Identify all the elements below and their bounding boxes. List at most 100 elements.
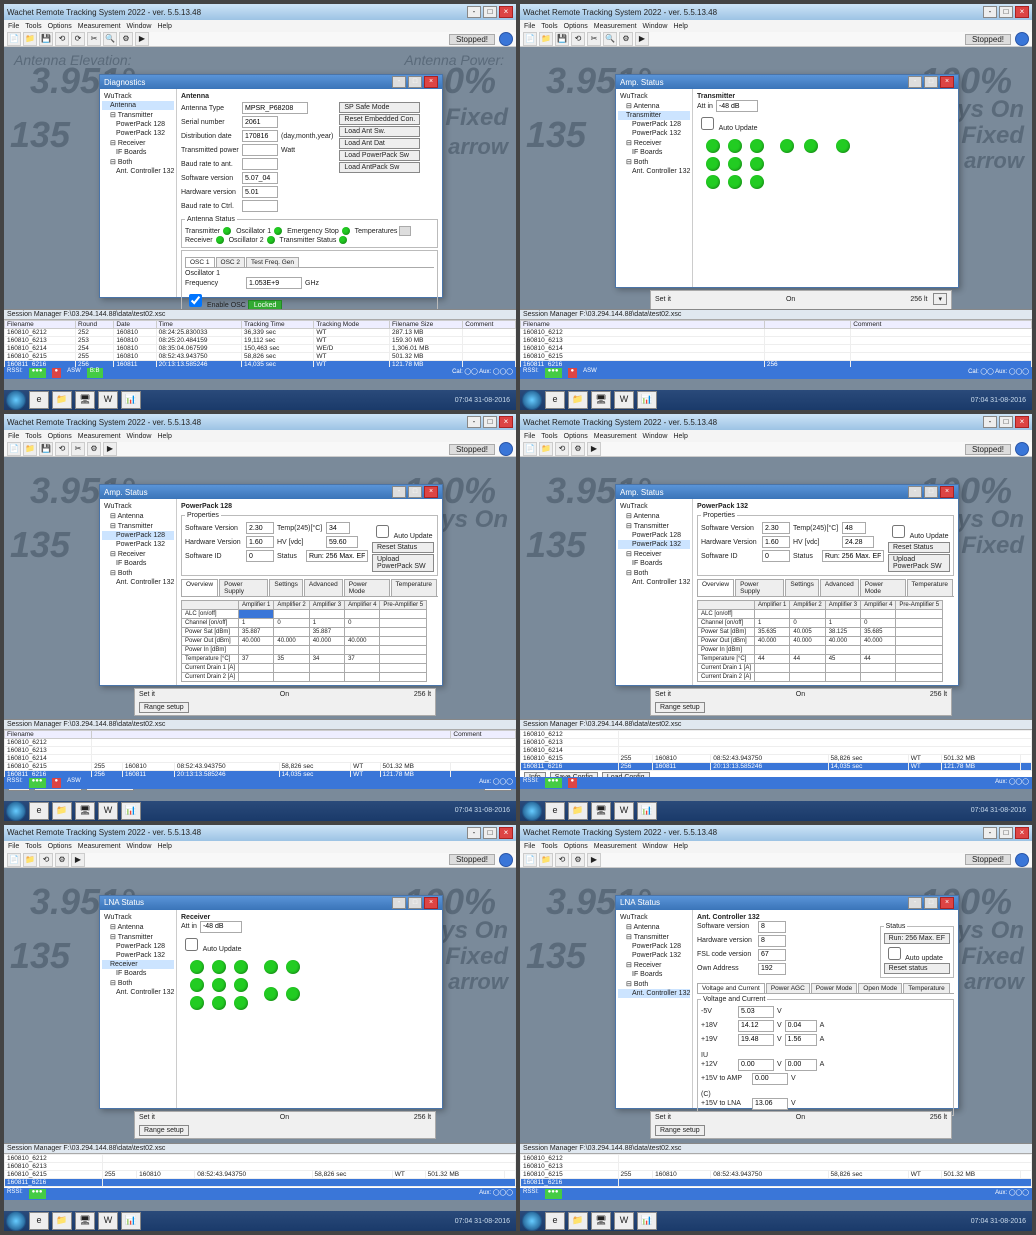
chk-auto-update[interactable] [701,117,714,130]
tree-item-receiver[interactable]: Receiver [102,960,174,969]
session-table[interactable]: FilenameRoundDateTimeTracking TimeTracki… [4,320,516,369]
menu-tools[interactable]: Tools [25,23,41,30]
tree-item-pp128[interactable]: PowerPack 128 [102,531,174,540]
menu-measurement[interactable]: Measurement [78,23,121,30]
taskbar-item[interactable]: 🖥 [75,391,95,409]
tree-item[interactable]: PowerPack 132 [102,129,174,138]
btn-safemode[interactable]: SP Safe Mode [339,102,420,113]
status-chip: ● [52,368,62,378]
tab-test[interactable]: Test Freq. Gen [246,257,299,267]
toolbar-btn[interactable]: ⟲ [55,32,69,46]
toolbar-btn[interactable]: 📄 [7,32,21,46]
btn-load-ant-dat[interactable]: Load Ant Dat [339,138,420,149]
maximize-icon[interactable]: □ [408,76,422,88]
btn-upload-pp[interactable]: Upload PowerPack SW [372,554,434,572]
chevron-down-icon[interactable]: ▾ [933,293,947,305]
screenshot-3: Wachet Remote Tracking System 2022 - ver… [4,414,516,820]
toolbar-btn[interactable]: 🔍 [103,32,117,46]
toolbar-btn[interactable]: 💾 [39,32,53,46]
tree-item[interactable]: ⊟ Receiver [102,138,174,148]
field-date[interactable] [242,130,278,142]
menu-window[interactable]: Window [127,23,152,30]
toolbar-btn[interactable]: 📁 [23,32,37,46]
menu-options[interactable]: Options [48,23,72,30]
maximize-icon[interactable]: □ [483,6,497,18]
tree-item[interactable]: ⊟ Both [102,157,174,167]
toolbar-btn[interactable]: ✂ [87,32,101,46]
tree-item[interactable]: Ant. Controller 132 [102,167,174,176]
panel-title: PowerPack 128 [181,503,438,510]
dialog-lna-status: LNA Status-□× WuTrack ⊟ Antenna ⊟ Transm… [99,895,443,1109]
tab-osc2[interactable]: OSC 2 [216,257,246,267]
menu-help[interactable]: Help [157,23,171,30]
tree-item[interactable]: IF Boards [102,148,174,157]
record-icon[interactable] [1015,32,1029,46]
dialog-powerpack-132: Amp. Status-□× WuTrack ⊟ Antenna ⊟ Trans… [615,484,959,686]
screenshot-1: Wachet Remote Tracking System 2022 - ver… [4,4,516,410]
field-baud1[interactable] [242,158,278,170]
session-manager: Session Manager F:\03.294.144.88\data\te… [520,309,1032,368]
led-icon [339,236,347,244]
bg-pct: 0% [444,60,496,102]
field-serial[interactable] [242,116,278,128]
field-baud2[interactable] [242,200,278,212]
led-icon [342,227,350,235]
tree-view[interactable]: WuTrack ⊟ Antenna ⊟ Transmitter PowerPac… [100,499,177,685]
btn-load-pp-sw[interactable]: Load PowerPack Sw [339,150,420,161]
app-title: Wachet Remote Tracking System 2022 - ver… [7,8,201,17]
btn-load-ant-sw[interactable]: Load Ant Sw. [339,126,420,137]
tree-item-antenna[interactable]: Antenna [102,101,174,110]
powerpack-table: Amplifier 1Amplifier 2Amplifier 3Amplifi… [181,600,427,682]
btn-load-ap-sw[interactable]: Load AntPack Sw [339,162,420,173]
toolbar-btn[interactable]: ▶ [135,32,149,46]
field-att[interactable] [716,100,758,112]
field-freq[interactable] [246,277,302,289]
btn-reset-con[interactable]: Reset Embedded Con. [339,114,420,125]
toolbar-btn[interactable]: ⟳ [71,32,85,46]
pane-antenna: Antenna Antenna Type Serial number Distr… [177,89,442,297]
tree-item[interactable]: PowerPack 128 [102,120,174,129]
field-antenna-type[interactable] [242,102,308,114]
screenshot-2: Wachet Remote Tracking System 2022 - ver… [520,4,1032,410]
system-tray[interactable]: 07:04 31-08-2016 [455,397,514,404]
tree-item-transmitter[interactable]: Transmitter [618,111,690,120]
panel-title: Transmitter [697,93,954,100]
tree-item[interactable]: ⊟ Transmitter [102,110,174,120]
status-stopped: Stopped! [449,34,495,45]
tree-view[interactable]: WuTrack ⊟ Antenna Transmitter PowerPack … [616,89,693,287]
start-button-icon[interactable] [6,390,26,410]
field-txpower[interactable] [242,144,278,156]
field-sw[interactable] [242,172,278,184]
status-chip: ●●● [29,368,46,378]
field-hw[interactable] [242,186,278,198]
minimize-icon[interactable]: - [392,76,406,88]
tab-osc1[interactable]: OSC 1 [185,257,215,267]
dialog-title: Diagnostics [104,78,145,87]
tree-item-pp132[interactable]: PowerPack 132 [618,540,690,549]
led-icon [267,236,275,244]
close-icon[interactable]: × [424,76,438,88]
toolbar-btn[interactable]: ⚙ [119,32,133,46]
btn-reset-status[interactable]: Reset status [884,963,950,974]
tree-item-ant-ctrl[interactable]: Ant. Controller 132 [618,989,690,998]
dialog-titlebar[interactable]: Diagnostics -□× [100,75,442,89]
table-row: 160810_621525516081008:52:43.94375058,82… [5,353,516,361]
tree-item[interactable]: WuTrack [102,92,174,101]
close-icon[interactable]: × [499,6,513,18]
record-icon[interactable] [499,32,513,46]
status-bar: RSSI:●●●●ASWB:BCal: ◯◯ Aux: ◯◯◯ [4,367,516,379]
taskbar-item[interactable]: 📁 [52,391,72,409]
start-button-icon[interactable] [522,390,542,410]
btn-reset-status[interactable]: Reset Status [372,542,434,553]
taskbar-item[interactable]: W [98,391,118,409]
chk-enable-osc[interactable] [189,294,202,307]
taskbar: e 📁 🖥 W 📊 07:04 31-08-2016 [4,390,516,410]
led-icon [216,236,224,244]
menu-file[interactable]: File [8,23,19,30]
taskbar-item[interactable]: e [29,391,49,409]
chk-auto[interactable] [376,525,389,538]
taskbar-item[interactable]: 📊 [121,391,141,409]
led-icon [223,227,231,235]
tree-view[interactable]: WuTrack Antenna ⊟ Transmitter PowerPack … [100,89,177,297]
minimize-icon[interactable]: - [467,6,481,18]
